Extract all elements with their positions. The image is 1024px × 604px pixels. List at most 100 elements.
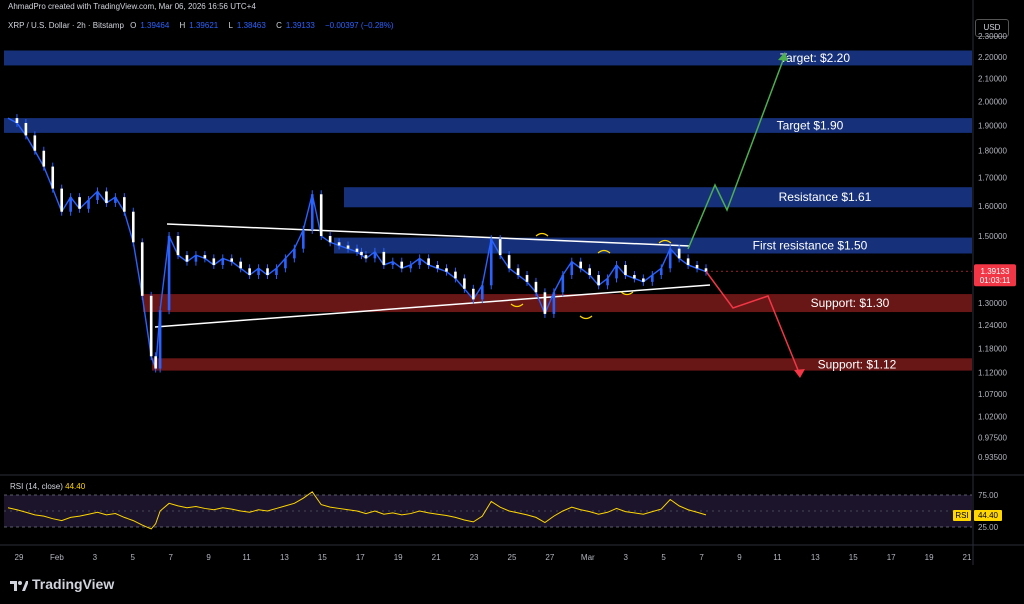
time-tick-label: 7	[168, 553, 173, 562]
time-tick-label: 5	[661, 553, 666, 562]
candle-body	[176, 236, 180, 256]
candle-body	[498, 239, 502, 256]
tradingview-logo[interactable]: TradingView	[10, 576, 114, 592]
candle-body	[275, 268, 278, 276]
candle-body	[686, 258, 690, 265]
candle-body	[42, 150, 46, 167]
price-tick-label: 1.50000	[978, 232, 1007, 241]
candle-body	[158, 310, 162, 369]
candle-body	[651, 275, 654, 282]
rsi-tag-label-bg	[953, 510, 971, 521]
candle-body	[382, 251, 386, 265]
candle-body	[293, 248, 296, 259]
candle-body	[257, 268, 260, 276]
triangle-upper-line	[166, 223, 691, 247]
candle-body	[633, 275, 636, 279]
candle-body	[212, 258, 216, 265]
time-tick-label: 9	[737, 553, 742, 562]
zone-band	[334, 237, 972, 254]
candle-body	[310, 194, 314, 230]
bearish-path	[704, 269, 801, 376]
zone-band	[152, 358, 972, 371]
candle-body	[105, 191, 108, 203]
candle-body	[570, 261, 574, 276]
current-price-value: 1.39133	[981, 267, 1010, 276]
time-tick-label: 21	[963, 553, 972, 562]
candle-body	[114, 197, 117, 203]
candle-body	[78, 197, 81, 209]
zone-label: First resistance $1.50	[753, 239, 868, 253]
time-tick-label: 25	[508, 553, 517, 562]
candle-body	[606, 278, 609, 286]
rsi-line	[7, 491, 707, 530]
candle-body	[60, 188, 63, 212]
time-tick-label: 27	[545, 553, 554, 562]
candle-body	[561, 275, 565, 293]
ohlc-open: O 1.39464	[130, 21, 170, 30]
ohlc-low: L 1.38463	[228, 21, 266, 30]
zone-band	[4, 50, 972, 66]
price-tick-label: 1.60000	[978, 202, 1007, 211]
candle-body	[154, 356, 157, 369]
price-axis: 2.30000 2.20000 2.10000 2.00000 1.90000 1.800…	[972, 0, 1016, 565]
candle-body	[24, 122, 28, 136]
price-tick-label: 2.20000	[978, 53, 1007, 62]
zone-band	[143, 294, 972, 313]
candle-body	[436, 264, 439, 269]
candle-body	[677, 248, 681, 259]
price-tick-label: 2.00000	[978, 97, 1007, 106]
rsi-pane: RSI (14, close) 44.40 75.00 25.00 RSI 44.40	[0, 474, 1024, 532]
time-tick-label: Mar	[581, 553, 595, 562]
ohlc-high: H 1.39621	[179, 21, 219, 30]
price-tick-label: 1.07000	[978, 390, 1007, 399]
price-tick-label: 2.10000	[978, 75, 1007, 84]
price-tick-label: 1.90000	[978, 121, 1007, 130]
currency-button[interactable]: USD	[975, 19, 1009, 37]
rsi-tag-label: RSI	[955, 511, 968, 520]
countdown-value: 01:03:11	[980, 276, 1011, 285]
time-tick-label: 3	[93, 553, 98, 562]
candle-body	[445, 268, 448, 272]
zone-label: Resistance $1.61	[779, 190, 872, 204]
tradingview-logo-icon	[10, 578, 29, 591]
price-tick-label: 1.24000	[978, 321, 1007, 330]
time-tick-label: 29	[15, 553, 24, 562]
symbol-name: XRP / U.S. Dollar · 2h · Bitstamp	[8, 21, 124, 30]
candle-body	[615, 264, 618, 279]
ohlc-change: −0.00397 (−0.28%)	[325, 21, 394, 30]
candle-body	[203, 255, 207, 259]
candle-body	[87, 200, 90, 209]
candle-body	[33, 135, 37, 151]
zone-band	[4, 118, 972, 133]
symbol-legend[interactable]: XRP / U.S. Dollar · 2h · Bitstamp O 1.394…	[8, 21, 398, 30]
candle-body	[588, 268, 591, 276]
candle-body	[454, 271, 457, 279]
time-tick-label: 17	[356, 553, 365, 562]
time-tick-label: 19	[925, 553, 934, 562]
candle-body	[239, 261, 242, 269]
rsi-title: RSI (14, close) 44.40	[10, 482, 86, 491]
candle-body	[400, 261, 404, 269]
candle-body	[373, 251, 377, 259]
time-tick-label: 15	[849, 553, 858, 562]
candle-body	[140, 242, 144, 296]
current-price-tag	[974, 264, 1016, 287]
time-tick-label: 11	[242, 553, 251, 562]
brand-name: TradingView	[32, 576, 115, 592]
candle-body	[149, 295, 153, 357]
price-tick-label: 1.30000	[978, 299, 1007, 308]
candle-body	[337, 242, 341, 246]
zones-layer: Target: $2.20 Target $1.90 Resistance $1.6…	[4, 50, 972, 371]
time-tick-label: 3	[623, 553, 628, 562]
time-tick-label: 11	[773, 553, 782, 562]
price-tick-label: 2.30000	[978, 32, 1007, 41]
candle-body	[319, 194, 323, 237]
pivot-marker	[658, 239, 672, 244]
pivot-marker	[620, 291, 634, 296]
price-tick-label: 1.02000	[978, 412, 1007, 421]
candle-body	[51, 166, 55, 189]
candle-body	[346, 245, 350, 249]
zone-label: Support: $1.12	[818, 357, 897, 371]
rsi-level-75: 75.00	[978, 491, 999, 500]
